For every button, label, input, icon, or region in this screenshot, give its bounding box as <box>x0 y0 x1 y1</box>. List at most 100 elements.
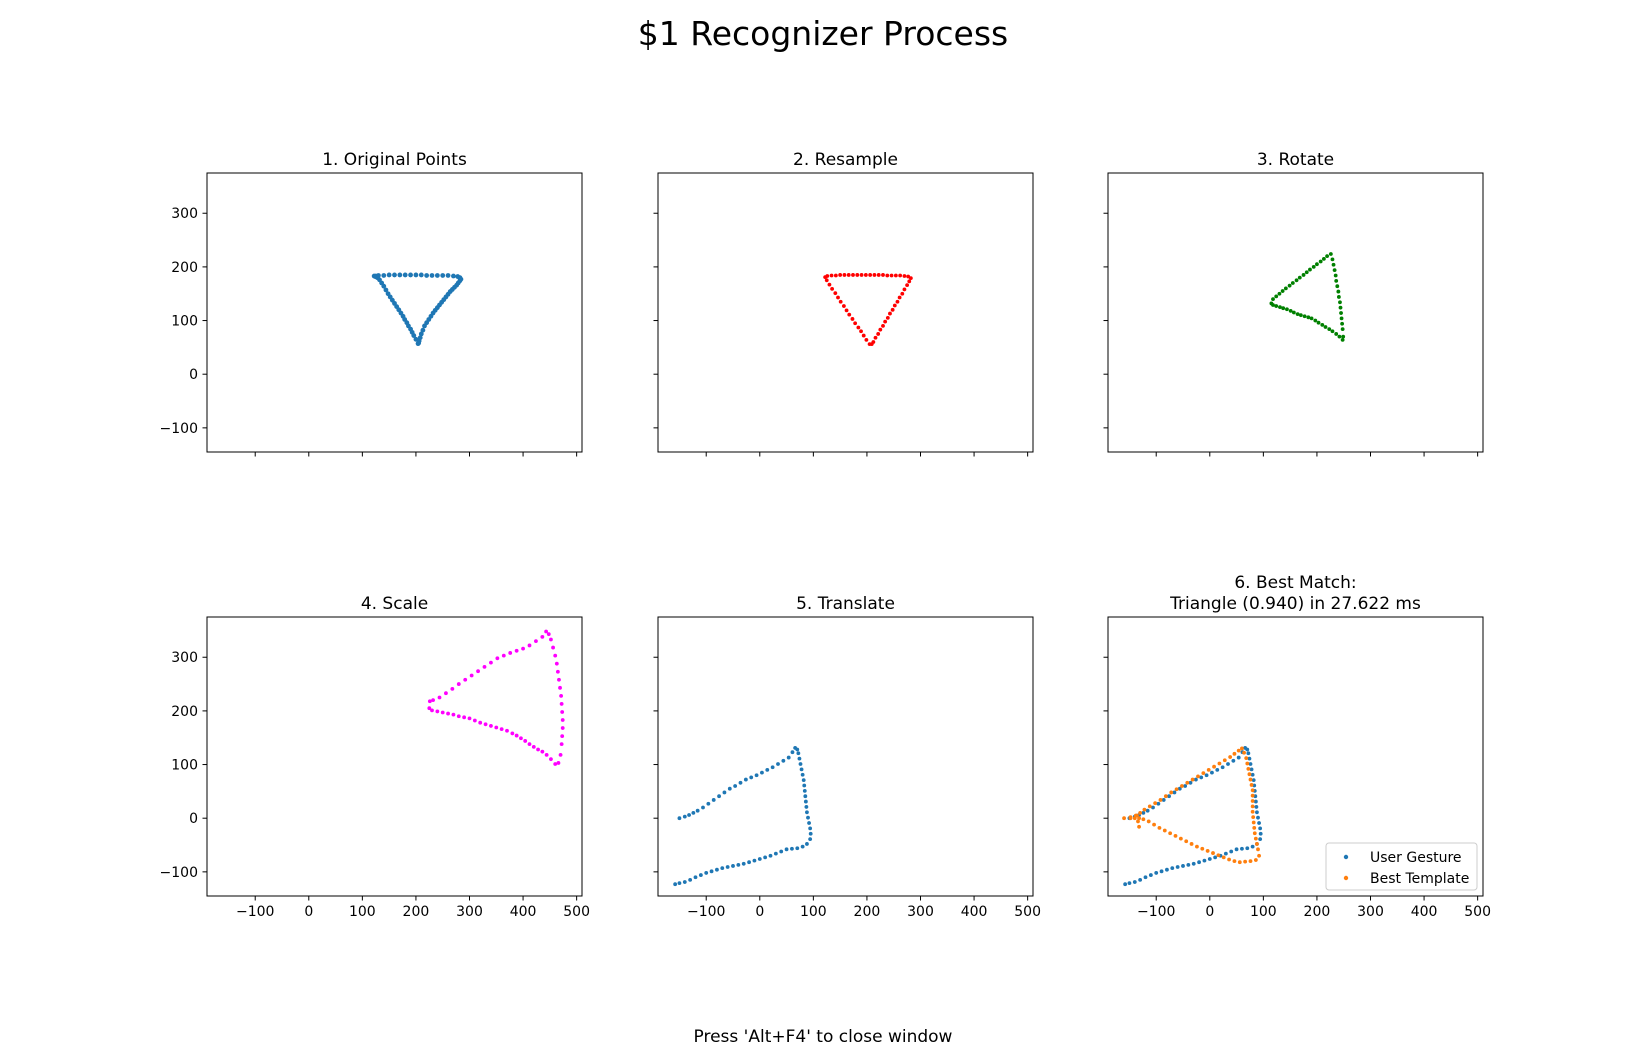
data-point <box>802 788 807 793</box>
data-point <box>521 646 525 651</box>
data-point <box>1222 758 1227 763</box>
y-tick-label: 300 <box>171 650 198 666</box>
data-point <box>1332 268 1337 273</box>
y-tick-label: 100 <box>171 314 198 330</box>
data-point <box>1248 762 1253 766</box>
data-point <box>1145 808 1150 813</box>
data-point <box>1245 846 1250 851</box>
data-point <box>1271 297 1275 301</box>
data-point <box>796 751 801 756</box>
data-point <box>495 656 500 661</box>
data-point <box>1213 855 1218 860</box>
data-point <box>397 272 403 278</box>
data-point <box>856 325 861 330</box>
data-point <box>833 273 838 278</box>
data-point <box>1204 773 1209 778</box>
data-point <box>1154 871 1159 875</box>
data-point <box>673 882 678 887</box>
data-point <box>682 814 687 819</box>
data-point <box>806 815 810 820</box>
data-point <box>1142 807 1147 812</box>
data-point <box>1295 312 1300 317</box>
data-point <box>1248 777 1253 782</box>
data-point <box>1220 765 1225 770</box>
data-point <box>1258 837 1263 842</box>
data-point <box>1249 783 1254 787</box>
data-point <box>1274 304 1279 308</box>
x-tick-label: 200 <box>1304 904 1331 920</box>
subplot-title: 3. Rotate <box>1257 150 1334 170</box>
data-point <box>1315 262 1319 267</box>
x-tick-label: 400 <box>510 904 537 920</box>
data-point <box>846 273 851 277</box>
data-point <box>1206 768 1211 772</box>
data-point <box>1159 869 1164 874</box>
x-tick-label: 400 <box>1411 904 1438 920</box>
data-point <box>1252 825 1257 830</box>
data-point <box>402 272 408 278</box>
subplot-4: −100 0 100 200 300 400 500 −100 0 100 200 300 4. Sca… <box>160 594 590 920</box>
x-tick-label: 300 <box>1357 904 1384 920</box>
legend-label: Best Template <box>1370 871 1469 887</box>
data-point <box>554 661 559 666</box>
data-point <box>1250 793 1255 798</box>
data-point <box>549 637 553 642</box>
data-point <box>476 669 480 674</box>
data-point <box>1137 824 1141 829</box>
data-point <box>558 685 562 690</box>
data-point <box>386 272 392 278</box>
data-point <box>1288 308 1293 313</box>
y-tick-label: −100 <box>160 421 198 437</box>
data-point <box>1201 771 1206 776</box>
data-point <box>559 742 564 747</box>
x-tick-label: 500 <box>1014 904 1041 920</box>
data-point <box>499 727 504 732</box>
data-point <box>836 295 840 300</box>
data-point <box>900 291 905 296</box>
data-point <box>829 273 834 278</box>
data-point <box>1232 751 1237 756</box>
data-point <box>842 273 847 277</box>
data-point <box>451 712 456 717</box>
data-point <box>519 736 523 741</box>
data-point <box>1269 301 1274 306</box>
data-point <box>800 772 805 777</box>
data-point <box>798 762 803 766</box>
data-point <box>795 846 800 851</box>
data-point <box>1242 750 1246 755</box>
data-point <box>1185 780 1190 785</box>
data-point <box>478 720 483 725</box>
subplot-title: 5. Translate <box>796 594 895 614</box>
data-point <box>1232 859 1237 864</box>
data-point <box>1291 310 1296 315</box>
data-point <box>1297 275 1302 280</box>
legend-marker <box>1343 875 1349 881</box>
data-point <box>1258 826 1263 831</box>
data-point <box>1251 778 1256 783</box>
data-point <box>540 749 545 754</box>
data-point <box>1162 828 1167 833</box>
data-point <box>1340 321 1345 326</box>
data-point <box>456 714 461 719</box>
axes-frame <box>657 172 1034 453</box>
data-point <box>1323 325 1328 329</box>
data-point <box>889 273 894 278</box>
data-point <box>1248 859 1253 864</box>
axes-frame <box>657 616 1034 897</box>
series-1 <box>1269 252 1346 342</box>
data-point <box>1202 858 1207 863</box>
data-point <box>1156 801 1161 806</box>
data-point <box>853 321 858 326</box>
data-point <box>1127 881 1132 886</box>
data-point <box>544 752 549 757</box>
data-point <box>873 335 878 340</box>
data-point <box>1302 314 1307 319</box>
data-point <box>1226 762 1230 766</box>
data-point <box>754 773 759 778</box>
data-point <box>830 286 835 291</box>
data-point <box>1216 853 1221 858</box>
data-point <box>1221 855 1226 860</box>
data-point <box>534 639 538 644</box>
data-point <box>743 777 748 782</box>
data-point <box>898 273 903 278</box>
